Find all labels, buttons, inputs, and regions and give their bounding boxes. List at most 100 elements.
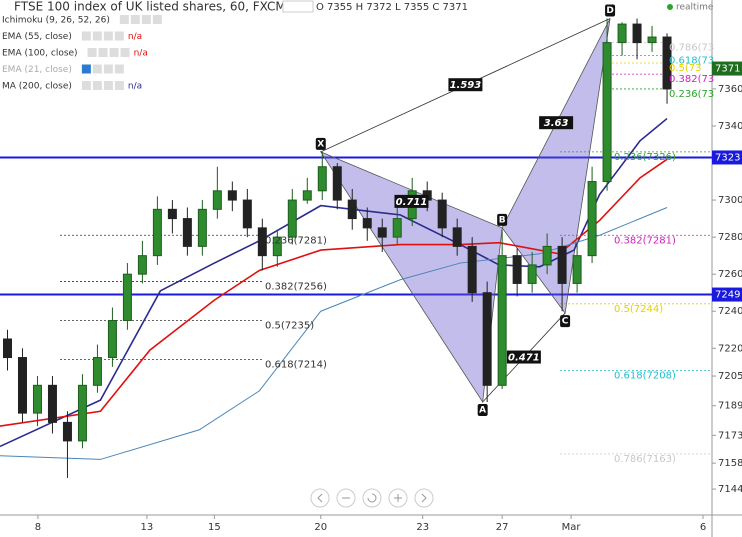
x-tick-label: 27 bbox=[496, 522, 509, 533]
indicator-button[interactable] bbox=[92, 81, 102, 90]
indicator-name: MA (200, close) bbox=[2, 82, 72, 92]
ma-line bbox=[0, 158, 668, 427]
scroll-left-button[interactable] bbox=[310, 488, 330, 508]
indicator-button[interactable] bbox=[87, 48, 97, 57]
candle-body bbox=[527, 264, 537, 284]
pattern-point-box bbox=[315, 137, 326, 150]
candle-body bbox=[227, 190, 237, 201]
fib-label: 0.5(7235) bbox=[265, 320, 314, 331]
candle-body bbox=[122, 273, 132, 321]
indicator-value: n/a bbox=[128, 32, 142, 42]
candle-body bbox=[137, 255, 147, 275]
candle-body bbox=[512, 255, 522, 284]
indicator-button[interactable] bbox=[81, 81, 91, 90]
indicator-value: n/a bbox=[134, 49, 148, 59]
indicator-button[interactable] bbox=[103, 64, 113, 74]
scroll-right-button[interactable] bbox=[414, 488, 434, 508]
indicator-button[interactable] bbox=[141, 15, 151, 24]
x-tick-label: Mar bbox=[562, 522, 582, 533]
indicator-button[interactable] bbox=[81, 31, 91, 41]
fib-label: 0.236(7281) bbox=[265, 235, 327, 246]
candle-body bbox=[182, 218, 192, 247]
x-tick-label: 6 bbox=[700, 522, 706, 533]
ratio-box bbox=[506, 350, 541, 364]
fib-label: 0.618(7208) bbox=[614, 371, 676, 382]
candle-body bbox=[167, 208, 177, 220]
indicator-name: EMA (21, close) bbox=[2, 65, 72, 75]
reset-button[interactable] bbox=[362, 488, 382, 508]
candle-body bbox=[662, 36, 672, 90]
y-tick-label: 7260 bbox=[718, 269, 742, 280]
fib-label: 0.618(7214) bbox=[265, 359, 327, 370]
indicator-button[interactable] bbox=[130, 15, 140, 24]
y-tick-label: 7205 bbox=[718, 371, 742, 382]
candle-body bbox=[92, 357, 102, 386]
indicator-button[interactable] bbox=[152, 15, 162, 24]
indicator-button[interactable] bbox=[120, 48, 130, 57]
y-tick-label: 7360 bbox=[718, 84, 742, 95]
pattern-point-box bbox=[605, 4, 616, 17]
fib-label: 0.618(73 bbox=[669, 56, 714, 67]
pattern-point-label: D bbox=[606, 6, 613, 16]
price-tag bbox=[712, 61, 742, 76]
candle-body bbox=[272, 236, 282, 257]
ratio-box bbox=[394, 194, 429, 208]
indicator-button[interactable] bbox=[92, 31, 102, 41]
candle-body bbox=[602, 42, 612, 183]
indicator-button[interactable] bbox=[114, 81, 124, 90]
fib-label: 0.786(73 bbox=[669, 43, 714, 54]
level-label: 7249 bbox=[715, 290, 740, 301]
indicator-button[interactable] bbox=[103, 81, 113, 90]
candle-body bbox=[467, 245, 477, 294]
candle-body bbox=[497, 255, 507, 386]
indicator-button[interactable] bbox=[109, 48, 119, 57]
indicator-button[interactable] bbox=[114, 64, 124, 74]
toolbar-icons bbox=[317, 493, 427, 503]
candle-body bbox=[107, 319, 117, 359]
y-tick-label: 7158 bbox=[718, 458, 742, 469]
fib-label: 0.5(73 bbox=[669, 63, 702, 74]
ratio-label: 3.63 bbox=[544, 118, 569, 129]
x-tick-label: 23 bbox=[416, 522, 429, 533]
indicator-button[interactable] bbox=[119, 15, 129, 24]
fib-label: 0.5(7244) bbox=[614, 304, 663, 315]
pattern-point-box bbox=[477, 403, 488, 416]
indicator-button[interactable] bbox=[92, 64, 102, 74]
y-tick-label: 7173 bbox=[718, 430, 742, 441]
realtime-dot bbox=[667, 4, 673, 10]
candle-body bbox=[17, 357, 27, 414]
candle-body bbox=[77, 384, 87, 442]
candle-body bbox=[212, 190, 222, 210]
level-tag bbox=[712, 150, 742, 165]
ratio-label: 0.711 bbox=[396, 197, 428, 208]
pattern-point-label: X bbox=[317, 139, 324, 149]
indicator-button[interactable] bbox=[98, 48, 108, 57]
indicator-button[interactable] bbox=[81, 64, 91, 74]
candle-body bbox=[197, 208, 207, 247]
candle-body bbox=[632, 23, 642, 44]
candle-body bbox=[347, 199, 357, 220]
fib-label: 0.236(73 bbox=[669, 89, 714, 100]
indicator-button[interactable] bbox=[103, 31, 113, 41]
fib-label: 0.786(7163) bbox=[614, 454, 676, 465]
y-tick-label: 7340 bbox=[718, 121, 742, 132]
pattern-point-label: B bbox=[499, 215, 506, 225]
y-tick-label: 7240 bbox=[718, 306, 742, 317]
header-buttons[interactable] bbox=[282, 0, 314, 13]
candle-body bbox=[452, 227, 462, 247]
candle-body bbox=[317, 166, 327, 192]
candle-body bbox=[32, 384, 42, 414]
ratio-label: 1.593 bbox=[450, 80, 482, 91]
ma-line bbox=[0, 207, 668, 460]
candle-body bbox=[152, 208, 162, 257]
x-tick-label: 13 bbox=[141, 522, 154, 533]
indicator-name: EMA (55, close) bbox=[2, 32, 72, 42]
candle-body bbox=[392, 218, 402, 238]
candle-body bbox=[482, 292, 492, 386]
x-tick-label: 8 bbox=[35, 522, 41, 533]
indicator-button[interactable] bbox=[114, 31, 124, 41]
indicator-name: Ichimoku (9, 26, 52, 26) bbox=[2, 16, 110, 26]
candle-body bbox=[257, 227, 267, 257]
y-tick-label: 7189 bbox=[718, 401, 742, 412]
